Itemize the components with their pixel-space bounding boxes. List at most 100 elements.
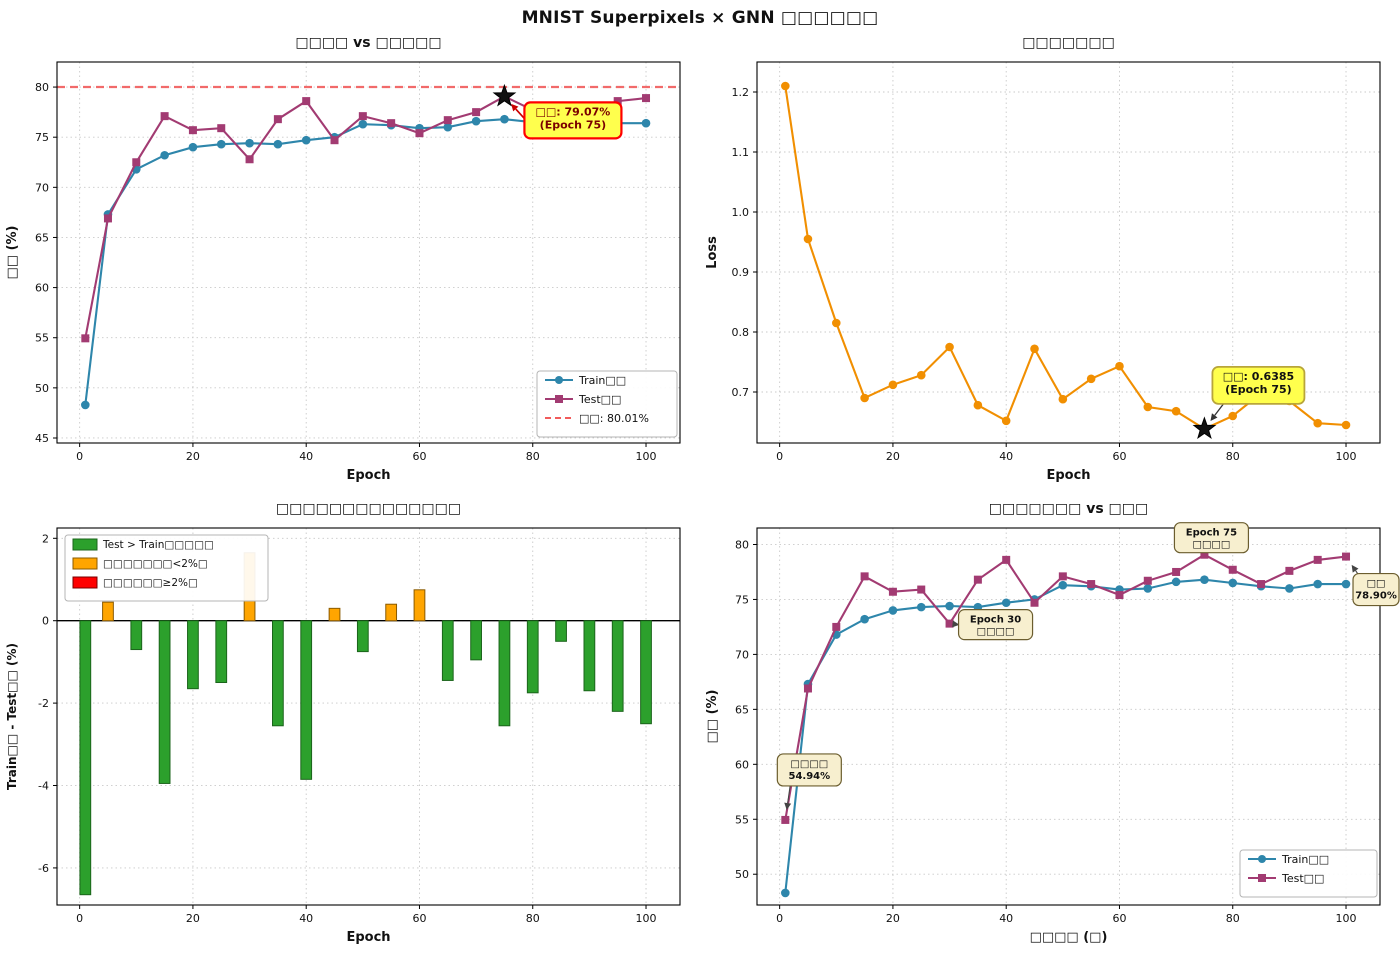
annotation: □□78.90% xyxy=(1351,564,1400,607)
axes-spines xyxy=(56,527,681,906)
svg-text:54.94%: 54.94% xyxy=(788,771,830,782)
svg-text:□□□□: □□□□ xyxy=(790,759,828,770)
svg-text:0.8: 0.8 xyxy=(732,326,750,339)
svg-text:(Epoch 75): (Epoch 75) xyxy=(1225,383,1292,396)
svg-text:Train□□: Train□□ xyxy=(578,374,626,387)
grid xyxy=(757,528,1380,905)
svg-text:-4: -4 xyxy=(38,780,49,793)
gap-bar xyxy=(640,620,652,725)
svg-text:0.9: 0.9 xyxy=(732,266,750,279)
gap-bar xyxy=(385,603,398,622)
y-axis-label: □□ (%) xyxy=(5,226,20,280)
gap-bar xyxy=(611,620,624,712)
gap-bars xyxy=(79,552,652,896)
y-axis: 0.7 0.8 0.9 1.0 1.1 1.2 xyxy=(732,86,757,399)
svg-text:55: 55 xyxy=(735,813,749,826)
svg-text:20: 20 xyxy=(186,912,200,925)
svg-text:40: 40 xyxy=(299,912,313,925)
x-axis-label: □□□□ (□) xyxy=(1030,930,1108,945)
plot-background xyxy=(700,30,1400,488)
gap-bar xyxy=(356,620,369,653)
best-point-star xyxy=(1192,416,1217,440)
svg-text:75: 75 xyxy=(35,131,49,144)
y-axis-label: Loss xyxy=(705,236,720,269)
gap-bar xyxy=(215,620,228,684)
legend: Train□□ Test□□ xyxy=(1239,849,1378,898)
svg-text:□□□□□□□<2%□: □□□□□□□<2%□ xyxy=(103,558,208,570)
gap-bar xyxy=(583,620,596,692)
x-axis: 0 20 40 60 80 100 xyxy=(776,905,1357,925)
svg-text:60: 60 xyxy=(1112,450,1126,463)
gap-bar xyxy=(555,620,567,642)
gap-bar xyxy=(102,601,114,622)
svg-text:50: 50 xyxy=(735,868,749,881)
svg-text:□□□□□□≥2%□: □□□□□□≥2%□ xyxy=(103,577,198,589)
gap-bar xyxy=(498,620,511,727)
svg-text:100: 100 xyxy=(636,912,657,925)
svg-text:100: 100 xyxy=(1336,450,1357,463)
axes-spines xyxy=(756,527,1381,906)
svg-text:100: 100 xyxy=(636,450,657,463)
x-axis: 0 20 40 60 80 100 xyxy=(76,905,657,925)
svg-text:80: 80 xyxy=(735,538,749,551)
svg-text:Train□□: Train□□ xyxy=(1281,853,1329,866)
x-axis: 0 20 40 60 80 100 xyxy=(776,443,1357,463)
svg-text:20: 20 xyxy=(886,450,900,463)
chart-loss-curve: 0 20 40 60 80 100 0.7 0.8 0.9 1.0 1.1 1.2 □□□□□□□ Epo… xyxy=(700,30,1400,488)
svg-text:40: 40 xyxy=(999,450,1013,463)
svg-text:0: 0 xyxy=(76,912,83,925)
best-point-star xyxy=(492,83,517,107)
chart-title: □□□□□□□ vs □□□ xyxy=(989,501,1148,517)
svg-text:65: 65 xyxy=(35,231,49,244)
svg-text:80: 80 xyxy=(1226,912,1240,925)
svg-text:□□□□: □□□□ xyxy=(977,627,1015,638)
grid xyxy=(757,62,1380,443)
gap-bar xyxy=(187,620,199,690)
svg-text:Epoch 75: Epoch 75 xyxy=(1186,528,1237,539)
svg-text:40: 40 xyxy=(299,450,313,463)
svg-text:1.2: 1.2 xyxy=(732,86,750,99)
chart-title: □□□□ vs □□□□□ xyxy=(295,35,441,51)
y-axis-label: Train□□ - Test□□ (%) xyxy=(5,643,19,790)
annotation: Epoch 30□□□□ xyxy=(952,609,1034,641)
x-axis-label: Epoch xyxy=(346,468,390,483)
svg-text:20: 20 xyxy=(886,912,900,925)
svg-text:0: 0 xyxy=(76,450,83,463)
svg-text:60: 60 xyxy=(412,450,426,463)
svg-text:80: 80 xyxy=(1226,450,1240,463)
svg-text:40: 40 xyxy=(999,912,1013,925)
y-axis: 45 50 55 60 65 70 75 80 xyxy=(35,81,57,445)
chart-overfitting-gap: 0 20 40 60 80 10020-2-4-6□□□□□□□□□□□□□□EpochT… xyxy=(0,488,700,956)
gap-bar xyxy=(300,620,313,780)
svg-text:-2: -2 xyxy=(38,697,49,710)
svg-text:60: 60 xyxy=(35,282,49,295)
legend: Test > Train□□□□□ □□□□□□□<2%□ □□□□□□≥2%□ xyxy=(64,534,269,602)
gap-bar xyxy=(130,620,143,651)
svg-text:0: 0 xyxy=(42,615,49,628)
svg-text:60: 60 xyxy=(735,758,749,771)
svg-text:1.1: 1.1 xyxy=(732,146,750,159)
svg-text:80: 80 xyxy=(35,81,49,94)
svg-text:Test□□: Test□□ xyxy=(578,393,621,406)
gap-bar xyxy=(413,589,426,622)
svg-text:45: 45 xyxy=(35,432,49,445)
svg-text:75: 75 xyxy=(735,593,749,606)
y-axis: 2 0 -2 -4 -6 xyxy=(38,532,57,875)
svg-text:Test > Train□□□□□: Test > Train□□□□□ xyxy=(102,539,214,551)
gap-bar xyxy=(526,620,539,694)
svg-text:100: 100 xyxy=(1336,912,1357,925)
chart-time-efficiency: 0 20 40 60 80 100 50 55 60 65 70 75 80 □□□□□□□ vs □□□… xyxy=(700,488,1400,956)
y-axis-label: □□ (%) xyxy=(705,690,720,744)
svg-text:70: 70 xyxy=(35,181,49,194)
gap-bar xyxy=(328,607,341,622)
svg-text:Test□□: Test□□ xyxy=(1281,872,1324,885)
svg-text:(Epoch 75): (Epoch 75) xyxy=(540,118,607,131)
subplot-grid: 0 20 40 60 80 100 45 50 55 60 65 70 75 80 □□□□ vs □□□□… xyxy=(0,30,1400,956)
svg-text:65: 65 xyxy=(735,703,749,716)
gap-bar xyxy=(79,620,92,896)
annotation: □□: 0.6385(Epoch 75) xyxy=(1210,365,1306,421)
svg-text:□□□□: □□□□ xyxy=(1193,540,1231,551)
gap-bar xyxy=(272,620,284,727)
svg-text:50: 50 xyxy=(35,382,49,395)
